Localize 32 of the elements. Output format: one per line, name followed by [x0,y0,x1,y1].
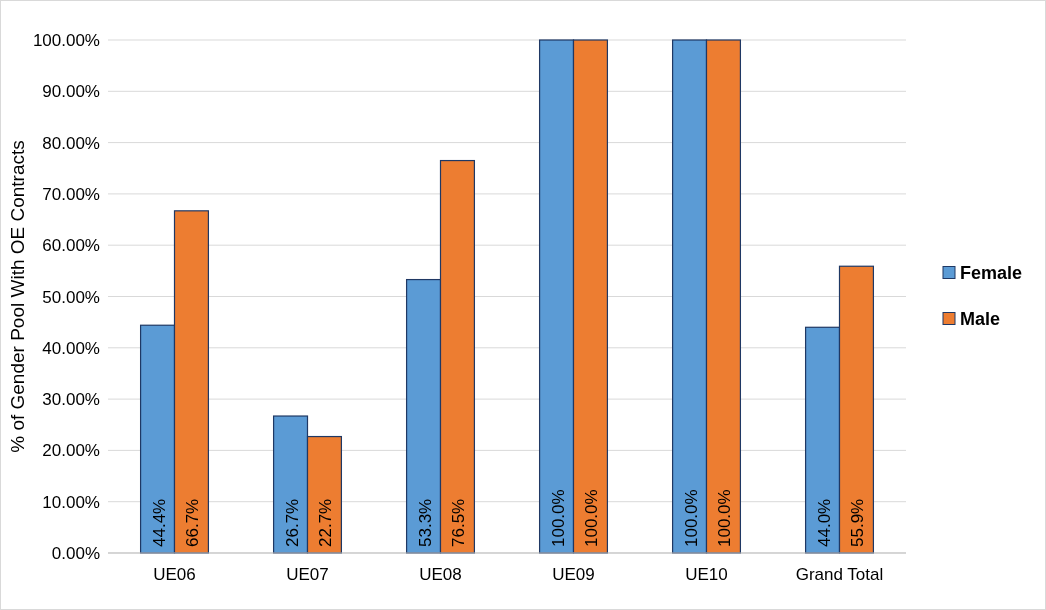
legend-label: Female [960,262,1023,283]
data-label: 76.5% [449,498,469,547]
data-label: 22.7% [316,498,336,547]
data-label: 66.7% [183,498,203,547]
y-tick-label: 90.00% [42,82,100,102]
x-tick-label: UE08 [419,565,462,584]
y-tick-label: 80.00% [42,133,100,153]
y-tick-label: 70.00% [42,184,100,204]
y-tick-label: 40.00% [42,338,100,358]
x-tick-label: UE10 [685,565,728,584]
y-tick-label: 60.00% [42,236,100,256]
y-tick-label: 50.00% [42,287,100,307]
x-tick-label: UE07 [286,565,329,584]
y-tick-label: 0.00% [51,544,100,563]
data-label: 44.0% [814,498,834,547]
y-axis-title: % of Gender Pool With OE Contracts [7,140,28,453]
y-tick-label: 100.00% [32,31,100,50]
y-tick-label: 20.00% [42,441,100,461]
legend-label: Male [960,308,1001,329]
x-tick-label: Grand Total [795,565,884,584]
data-label: 26.7% [282,498,302,547]
x-tick-label: UE09 [552,565,595,584]
data-label: 100.0% [548,489,568,547]
data-label: 53.3% [415,498,435,547]
x-tick-label: UE06 [153,565,196,584]
data-label: 44.4% [149,498,169,547]
y-tick-label: 10.00% [42,492,100,512]
data-label: 55.9% [848,498,868,547]
data-label: 100.0% [582,489,602,547]
data-label: 100.0% [681,489,701,547]
y-tick-label: 30.00% [42,390,100,410]
data-label: 100.0% [715,489,735,547]
